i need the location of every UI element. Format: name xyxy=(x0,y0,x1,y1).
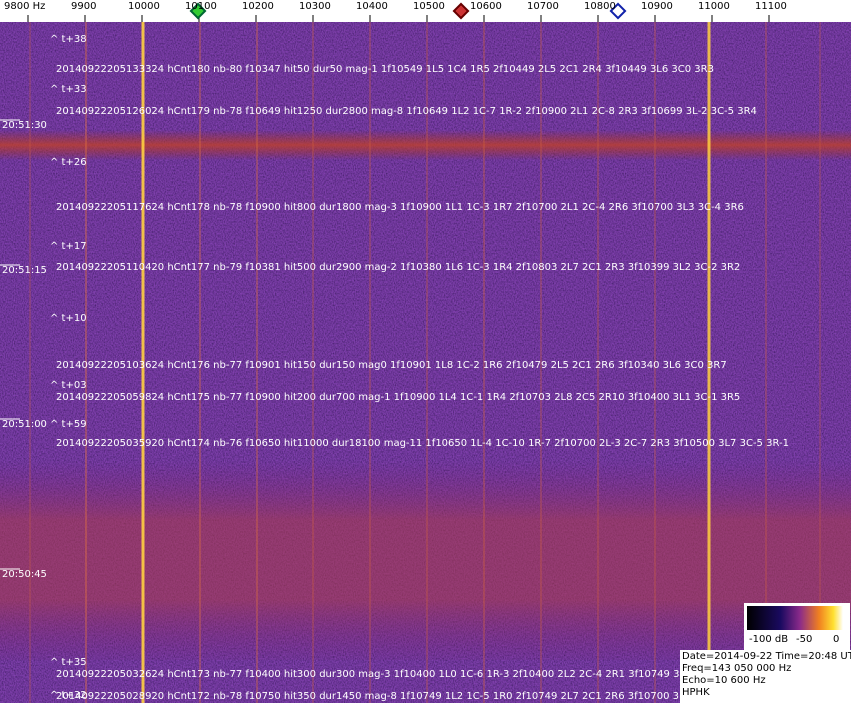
tick-label: 10800 xyxy=(584,1,616,12)
event-marker: ^ t+26 xyxy=(50,157,87,168)
tick-label: 10400 xyxy=(356,1,388,12)
streak xyxy=(369,22,371,703)
info-line: HPHK xyxy=(682,687,710,698)
scale-label: -100 dB xyxy=(749,634,789,645)
info-line: Date=2014-09-22 Time=20:48 UTC xyxy=(682,651,851,662)
tick-label: 10100 xyxy=(185,1,217,12)
event-text: 20140922205126024 hCnt179 nb-78 f10649 h… xyxy=(56,106,757,117)
streak xyxy=(29,22,31,703)
streak xyxy=(819,22,821,703)
time-label: 20:51:30 xyxy=(2,120,47,131)
event-marker: ^ t+10 xyxy=(50,313,87,324)
tick-label: 10500 xyxy=(413,1,445,12)
tick-label: 9900 xyxy=(71,1,97,12)
streak xyxy=(312,22,314,703)
scale-label: -50 xyxy=(796,634,813,645)
event-text: 20140922205133324 hCnt180 nb-80 f10347 h… xyxy=(56,64,714,75)
streak xyxy=(765,22,767,703)
streak xyxy=(85,22,87,703)
marker-blue xyxy=(609,2,627,20)
streak xyxy=(597,22,599,703)
event-marker: ^ t+35 xyxy=(50,657,87,668)
event-marker: ^ t+17 xyxy=(50,241,87,252)
event-text: 20140922205117624 hCnt178 nb-78 f10900 h… xyxy=(56,202,744,213)
event-text: 20140922205110420 hCnt177 nb-79 f10381 h… xyxy=(56,262,741,273)
streak xyxy=(256,22,258,703)
streaks xyxy=(29,22,821,703)
color-scale-bar xyxy=(747,606,843,630)
event-marker: ^ t+32 xyxy=(50,690,87,701)
streak xyxy=(426,22,428,703)
bright-region xyxy=(0,460,851,660)
time-label: 20:51:15 xyxy=(2,265,47,276)
event-marker: ^ t+38 xyxy=(50,34,87,45)
marker-green xyxy=(189,2,207,20)
streak xyxy=(654,22,656,703)
tick-label: 10600 xyxy=(470,1,502,12)
tick-label: 11100 xyxy=(755,1,787,12)
streak xyxy=(141,22,145,703)
scale-label: 0 xyxy=(833,634,840,645)
time-label: 20:50:45 xyxy=(2,569,47,580)
streak xyxy=(199,22,201,703)
info-line: Echo=10 600 Hz xyxy=(682,675,766,686)
event-text: 20140922205035920 hCnt174 nb-76 f10650 h… xyxy=(56,438,789,449)
event-text: 20140922205032624 hCnt173 nb-77 f10400 h… xyxy=(56,669,731,680)
event-text: 20140922205103624 hCnt176 nb-77 f10901 h… xyxy=(56,360,727,371)
event-text: 20140922205059824 hCnt175 nb-77 f10900 h… xyxy=(56,392,741,403)
tick-label: 11000 xyxy=(698,1,730,12)
tick-label: 9800 Hz xyxy=(4,1,46,12)
tick-label: 10200 xyxy=(242,1,274,12)
streak xyxy=(707,22,711,703)
tick-label: 10300 xyxy=(299,1,331,12)
event-text: 20140922205028920 hCnt172 nb-78 f10750 h… xyxy=(56,691,708,702)
streak xyxy=(540,22,542,703)
tick-label: 10000 xyxy=(128,1,160,12)
info-cover xyxy=(680,650,851,703)
tick-label: 10900 xyxy=(641,1,673,12)
event-marker: ^ t+59 xyxy=(50,419,87,430)
axis-bar xyxy=(0,0,851,22)
event-marker: ^ t+33 xyxy=(50,84,87,95)
streak xyxy=(483,22,485,703)
bright-band xyxy=(0,130,851,160)
event-marker: ^ t+03 xyxy=(50,380,87,391)
tick-label: 10700 xyxy=(527,1,559,12)
info-line: Freq=143 050 000 Hz xyxy=(682,663,792,674)
marker-red xyxy=(452,2,470,20)
time-label: 20:51:00 xyxy=(2,419,47,430)
